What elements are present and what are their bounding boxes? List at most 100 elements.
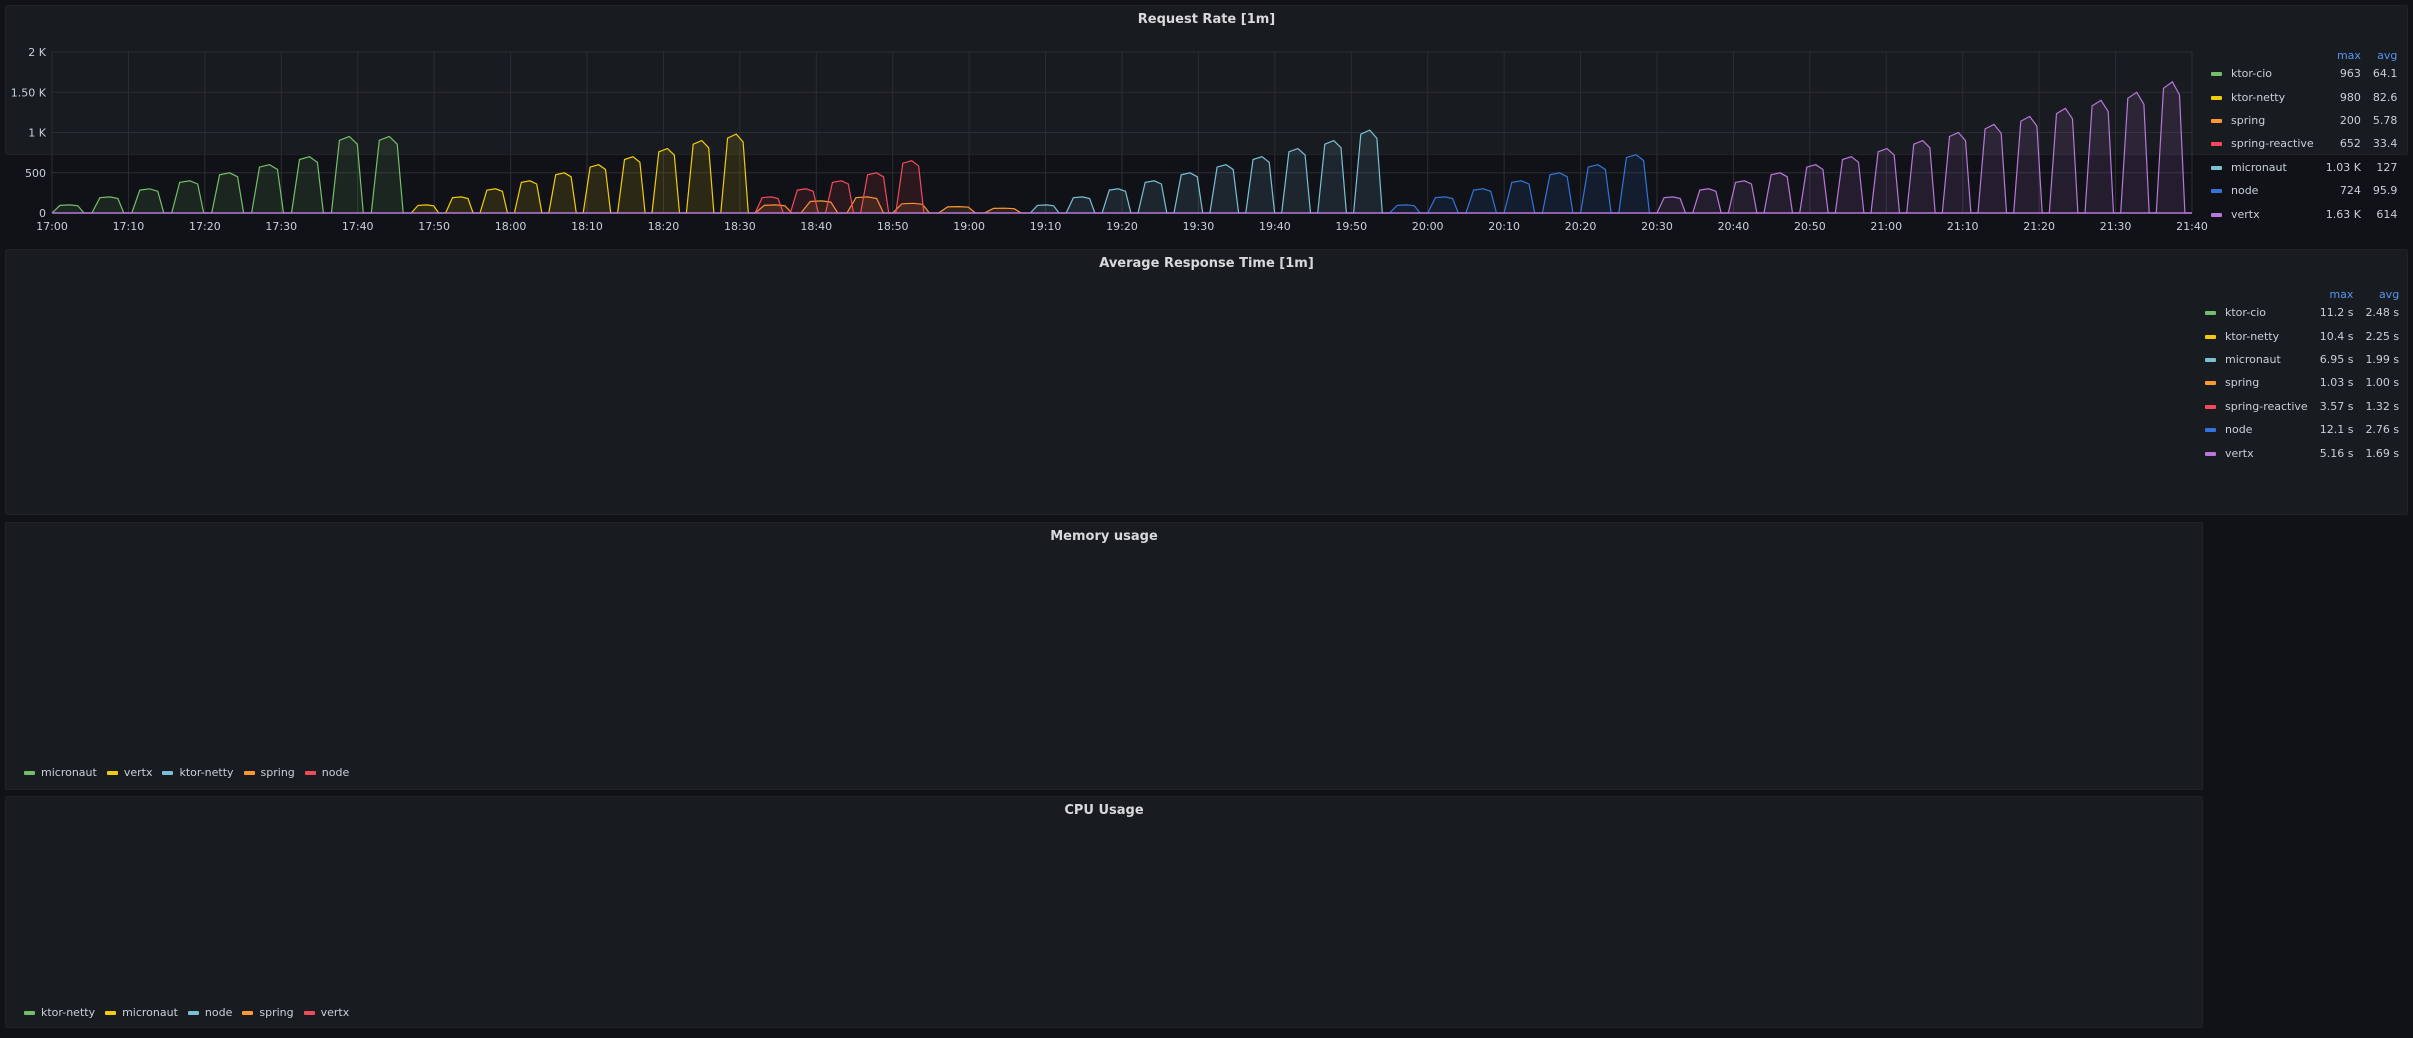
legend-swatch <box>243 770 255 775</box>
legend-header-max[interactable]: max <box>2329 287 2354 301</box>
legend-swatch <box>2211 189 2222 194</box>
series-fill-ktor-cio <box>52 136 412 213</box>
legend-swatch <box>242 1010 254 1015</box>
legend-item-spring[interactable]: spring <box>242 1006 294 1019</box>
x-tick-label: 19:10 <box>1030 220 1062 233</box>
legend-avg: 127 <box>2376 160 2398 174</box>
x-tick-label: 18:10 <box>571 220 603 233</box>
panel-title[interactable]: Request Rate [1m] <box>1137 12 1276 27</box>
legend-swatch <box>2205 381 2216 386</box>
legend-label: ktor-netty <box>41 1006 96 1019</box>
legend-item-spring[interactable]: spring <box>243 766 295 779</box>
legend-row-vertx[interactable]: vertx 5.16 s 1.69 s <box>2199 441 2405 464</box>
legend-header-avg[interactable]: avg <box>2378 287 2400 301</box>
legend-label: spring-reactive <box>2225 399 2308 413</box>
legend-max: 5.16 s <box>2319 446 2354 460</box>
legend-label: spring <box>2225 376 2260 390</box>
legend-row-vertx[interactable]: vertx 1.63 K 614 <box>2205 202 2403 225</box>
legend-swatch <box>2205 404 2216 409</box>
legend-label: node <box>204 1006 233 1019</box>
legend-avg: 1.32 s <box>2365 399 2400 413</box>
legend-swatch <box>2211 95 2222 100</box>
series-fill-node <box>1389 154 1657 213</box>
legend-swatch <box>105 1010 117 1015</box>
legend-max: 980 <box>2339 90 2361 104</box>
panel-title[interactable]: Memory usage <box>1050 529 1158 544</box>
legend-item-vertx[interactable]: vertx <box>106 766 152 779</box>
legend-row-ktor-netty[interactable]: ktor-netty 980 82.6 <box>2205 85 2403 108</box>
legend-row-spring[interactable]: spring 200 5.78 <box>2205 109 2403 132</box>
legend-swatch <box>303 1010 315 1015</box>
y-tick-label: 2 K <box>28 46 46 59</box>
legend-row-node[interactable]: node 12.1 s 2.76 s <box>2199 418 2405 441</box>
x-tick-label: 19:30 <box>1183 220 1215 233</box>
legend-header-max[interactable]: max <box>2336 48 2361 62</box>
legend-label: ktor-cio <box>2231 67 2273 81</box>
legend-item-ktor-netty[interactable]: ktor-netty <box>162 766 234 779</box>
request-rate-panel[interactable]: Request Rate [1m] <box>5 5 2408 155</box>
panel-title[interactable]: Average Response Time [1m] <box>1099 256 1314 271</box>
legend-item-node[interactable]: node <box>304 766 349 779</box>
x-tick-label: 20:40 <box>1718 220 1750 233</box>
legend-label: node <box>2231 184 2259 198</box>
memory-panel[interactable]: Memory usage <box>5 522 2203 790</box>
legend-row-spring[interactable]: spring 1.03 s 1.00 s <box>2199 371 2405 394</box>
legend-label: ktor-cio <box>2225 306 2267 320</box>
legend-swatch <box>2205 311 2216 316</box>
x-tick-label: 18:00 <box>495 220 527 233</box>
legend-label: micronaut <box>2225 352 2281 366</box>
legend-swatch <box>2211 118 2222 123</box>
legend-max: 963 <box>2339 67 2361 81</box>
x-tick-label: 18:40 <box>800 220 832 233</box>
legend-item-micronaut[interactable]: micronaut <box>105 1006 178 1019</box>
x-tick-label: 17:40 <box>342 220 374 233</box>
x-tick-label: 20:50 <box>1794 220 1826 233</box>
legend-avg: 95.9 <box>2372 184 2398 198</box>
legend-item-vertx[interactable]: vertx <box>303 1006 349 1019</box>
legend-item-micronaut[interactable]: micronaut <box>24 766 97 779</box>
legend-label: vertx <box>2231 207 2260 221</box>
x-tick-label: 18:50 <box>877 220 909 233</box>
legend-swatch <box>2205 357 2216 362</box>
series-line-vertx[interactable] <box>1656 80 2192 214</box>
legend-label: spring-reactive <box>2231 137 2314 151</box>
legend-item-ktor-netty[interactable]: ktor-netty <box>24 1006 95 1019</box>
legend-row-spring-reactive[interactable]: spring-reactive 652 33.4 <box>2205 132 2403 155</box>
legend-item-node[interactable]: node <box>187 1006 233 1019</box>
x-tick-label: 21:40 <box>2176 220 2208 233</box>
legend-avg: 82.6 <box>2372 90 2398 104</box>
legend-label: node <box>2225 423 2253 437</box>
legend-avg: 64.1 <box>2372 67 2398 81</box>
x-tick-label: 18:30 <box>724 220 756 233</box>
legend-label: ktor-netty <box>2225 329 2280 343</box>
legend-row-spring-reactive[interactable]: spring-reactive 3.57 s 1.32 s <box>2199 395 2405 418</box>
x-tick-label: 21:10 <box>1947 220 1979 233</box>
legend-swatch <box>2211 142 2222 147</box>
series-line-ktor-cio[interactable] <box>51 135 412 214</box>
legend-max: 11.2 s <box>2319 306 2354 320</box>
x-tick-label: 20:00 <box>1412 220 1444 233</box>
x-tick-label: 21:00 <box>1870 220 1902 233</box>
legend-avg: 1.00 s <box>2365 376 2400 390</box>
legend-swatch <box>304 770 316 775</box>
legend-row-ktor-cio[interactable]: ktor-cio 11.2 s 2.48 s <box>2199 301 2405 324</box>
x-tick-label: 17:30 <box>265 220 297 233</box>
legend-label: ktor-netty <box>2231 90 2286 104</box>
legend-row-micronaut[interactable]: micronaut 1.03 K 127 <box>2205 156 2403 179</box>
x-tick-label: 19:40 <box>1259 220 1291 233</box>
legend-row-micronaut[interactable]: micronaut 6.95 s 1.99 s <box>2199 348 2405 371</box>
panel-title[interactable]: CPU Usage <box>1064 803 1144 818</box>
legend-swatch <box>2211 212 2222 217</box>
legend-label: micronaut <box>41 766 97 779</box>
legend-row-ktor-netty[interactable]: ktor-netty 10.4 s 2.25 s <box>2199 324 2405 347</box>
legend-header-avg[interactable]: avg <box>2377 48 2398 62</box>
legend-row-node[interactable]: node 724 95.9 <box>2205 179 2403 202</box>
legend-row-ktor-cio[interactable]: ktor-cio 963 64.1 <box>2205 62 2403 85</box>
series-fill-vertx <box>1657 81 2192 213</box>
legend-swatch <box>162 770 174 775</box>
cpu-panel[interactable]: CPU Usage <box>5 796 2203 1028</box>
legend-max: 1.03 K <box>2325 160 2361 174</box>
x-tick-label: 19:20 <box>1106 220 1138 233</box>
legend-swatch <box>24 1010 35 1015</box>
response-time-panel[interactable]: Average Response Time [1m] <box>5 249 2408 515</box>
